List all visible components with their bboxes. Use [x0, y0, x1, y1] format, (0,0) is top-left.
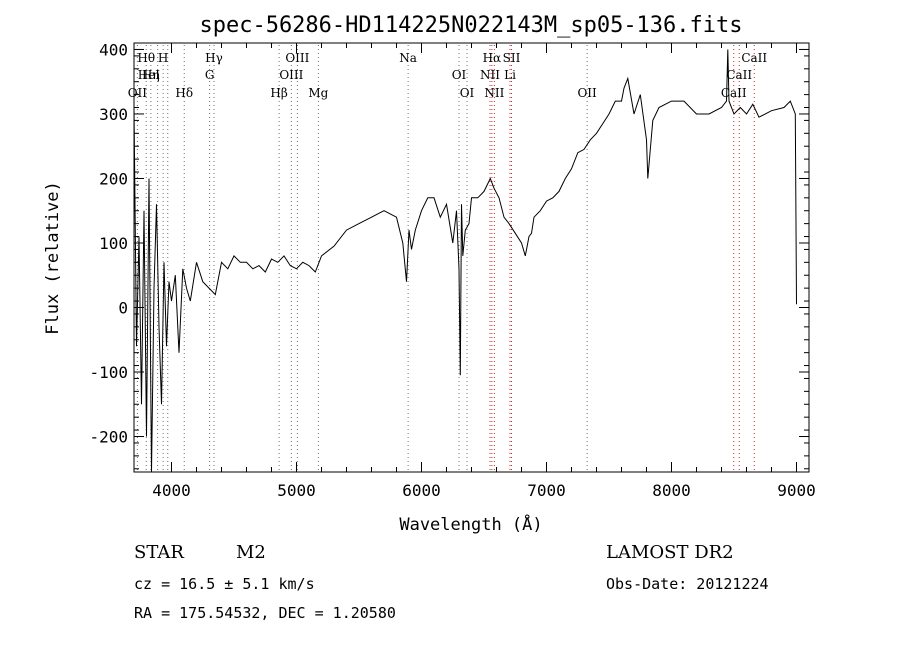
line-label: OII [577, 86, 597, 100]
spectrum-line [133, 49, 797, 473]
x-tick-label: 9000 [777, 481, 816, 500]
line-label: Hη [142, 68, 160, 82]
coordinates-readout: RA = 175.54532, DEC = 1.20580 [134, 604, 396, 622]
y-tick-label: 300 [99, 105, 128, 124]
x-tick-label: 4000 [152, 481, 191, 500]
line-label: OI [460, 86, 475, 100]
x-tick-label: 8000 [652, 481, 691, 500]
x-tick-label: 7000 [527, 481, 566, 500]
line-label: Hβ [270, 86, 287, 100]
line-label: NII [480, 68, 500, 82]
line-label: Hδ [175, 86, 193, 100]
line-label: OIII [285, 51, 309, 65]
line-label: Na [399, 51, 417, 65]
line-label: H [158, 51, 168, 65]
y-tick-label: -200 [89, 428, 128, 447]
line-label: G [205, 68, 215, 82]
y-tick-label: 100 [99, 234, 128, 253]
line-label: Hθ [137, 51, 155, 65]
line-label: OIII [279, 68, 303, 82]
line-label: HeI [138, 68, 161, 82]
y-axis-label: Flux (relative) [43, 181, 63, 335]
line-label: Mg [308, 86, 328, 100]
object-class: STAR [134, 542, 184, 563]
line-label: Hα [483, 51, 502, 65]
line-label: SII [503, 51, 521, 65]
y-tick-label: -100 [89, 363, 128, 382]
line-label: Li [504, 68, 516, 82]
x-axis-label: Wavelength (Å) [399, 513, 542, 535]
line-label: CaII [726, 68, 752, 82]
object-subclass: M2 [236, 542, 266, 563]
x-tick-label: 5000 [277, 481, 316, 500]
line-label: CaII [741, 51, 767, 65]
line-label: Hγ [205, 51, 223, 65]
line-label: NII [484, 86, 504, 100]
line-label: CaII [721, 86, 747, 100]
y-tick-label: 200 [99, 169, 128, 188]
x-tick-label: 6000 [402, 481, 441, 500]
y-tick-label: 0 [118, 298, 128, 317]
line-label: OI [452, 68, 467, 82]
redshift-readout: cz = 16.5 ± 5.1 km/s [134, 575, 315, 593]
chart-title: spec-56286-HD114225N022143M_sp05-136.fit… [199, 13, 742, 38]
y-tick-label: 400 [99, 40, 128, 59]
observation-date: Obs-Date: 20121224 [606, 575, 769, 593]
survey-name: LAMOST DR2 [606, 542, 734, 563]
line-label: OII [128, 86, 148, 100]
